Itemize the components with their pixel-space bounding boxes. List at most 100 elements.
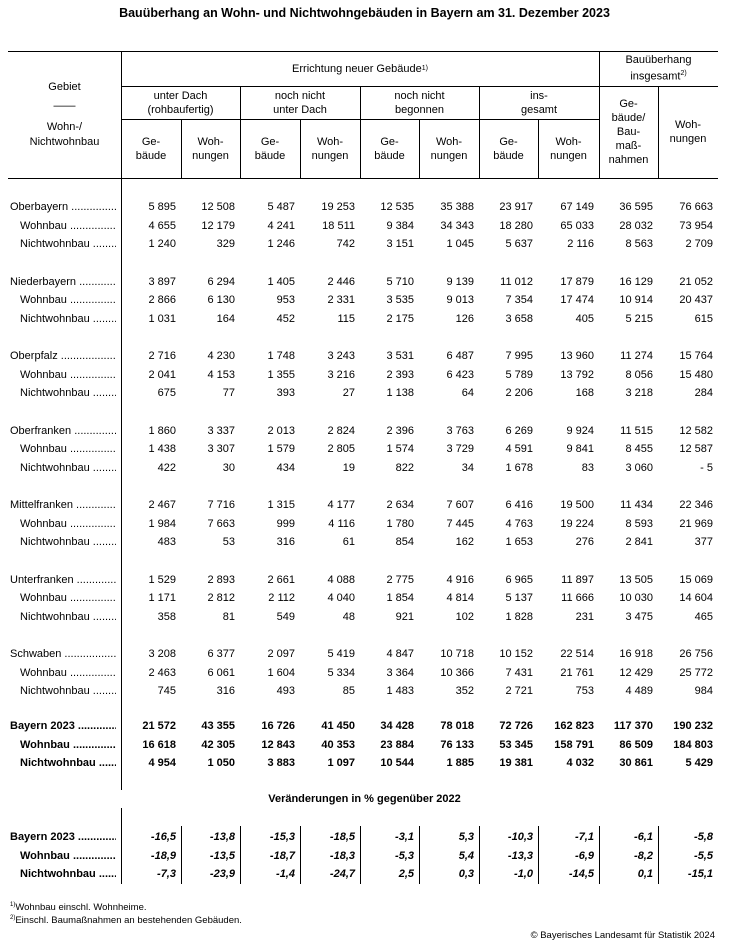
gebiet-label: Gebiet — [48, 80, 81, 93]
table-cell: 76 133 — [440, 738, 474, 751]
table-cell: 9 139 — [446, 275, 474, 288]
table-cell: 41 450 — [321, 720, 355, 732]
table-cell: -23,9 — [209, 868, 235, 880]
table-cell: 1 678 — [505, 461, 533, 474]
table-cell: 1 246 — [267, 238, 295, 250]
table-cell: 19 500 — [560, 499, 594, 511]
table-cell: 3 475 — [625, 610, 653, 623]
column-group-header: noch nicht begonnen — [360, 86, 479, 119]
table-cell: 76 663 — [679, 201, 713, 213]
subcategory-label: Wohnbau — [20, 590, 116, 606]
gebiet-dash: —— — [53, 99, 76, 112]
table-cell: 753 — [575, 685, 594, 697]
header-text: Woh- — [435, 135, 463, 148]
table-cell: 3 535 — [386, 294, 414, 306]
table-cell: 854 — [395, 536, 414, 548]
header-text: bäude/ — [611, 112, 646, 124]
table-cell: 6 416 — [505, 499, 533, 511]
header-divider — [181, 119, 182, 178]
table-cell: 284 — [694, 387, 713, 399]
table-cell: 434 — [276, 461, 295, 474]
table-cell: - 5 — [700, 461, 713, 474]
table-cell: 4 763 — [505, 517, 533, 530]
table-cell: -8,2 — [634, 849, 653, 862]
header-text: nungen — [311, 149, 349, 162]
table-cell: 16 918 — [619, 648, 653, 660]
footnote-text: Wohnbau einschl. Wohnheime. — [15, 902, 147, 914]
table-cell: 5 419 — [327, 648, 355, 660]
subcategory-label: Wohnbau — [20, 292, 116, 308]
table-cell: 1 885 — [446, 757, 474, 769]
table-cell: 1 579 — [267, 443, 295, 455]
table-cell: 21 052 — [679, 275, 713, 288]
table-cell: 11 274 — [620, 350, 653, 362]
table-cell: 6 423 — [446, 368, 474, 381]
table-cell: 352 — [455, 685, 474, 697]
header-text: nahmen — [608, 154, 649, 166]
table-cell: 11 515 — [620, 424, 653, 437]
table-cell: 7 354 — [505, 294, 533, 306]
table-cell: 6 377 — [207, 648, 235, 660]
ueberhang-label: insgesamt — [630, 70, 681, 83]
table-cell: 2 893 — [207, 573, 235, 586]
table-cell: 17 474 — [560, 294, 594, 306]
header-text: nungen — [669, 133, 707, 145]
wohnungen-column-header: Woh-nungen — [300, 119, 360, 178]
table-cell: 2 396 — [386, 424, 414, 437]
wohn-label: Wohn-/ — [46, 120, 83, 133]
table-cell: 3 729 — [446, 443, 474, 455]
table-cell: -16,5 — [150, 831, 176, 843]
header-text: nungen — [550, 149, 587, 162]
gebaeude-column-header: Ge-bäude — [121, 119, 181, 178]
table-cell: 65 033 — [560, 219, 594, 232]
header-text: unter Dach — [153, 89, 208, 102]
table-cell: 7 607 — [446, 499, 474, 511]
table-cell: 422 — [157, 461, 176, 474]
table-cell: 117 370 — [613, 720, 653, 732]
header-text: unter Dach — [273, 103, 327, 116]
footnote-2: 2)Einschl. Baumaßnahmen an bestehenden G… — [10, 915, 242, 926]
table-cell: 1 604 — [267, 666, 295, 679]
table-cell: 1 050 — [207, 757, 235, 769]
header-text: Woh- — [197, 135, 224, 148]
table-cell: 2 013 — [267, 424, 295, 437]
table-cell: 7 431 — [505, 666, 533, 679]
header-text: Woh- — [316, 135, 344, 148]
table-cell: 16 726 — [261, 720, 295, 732]
table-cell: 921 — [395, 610, 414, 623]
table-cell: 12 535 — [380, 201, 414, 213]
table-cell: 6 965 — [505, 573, 533, 586]
header-text: Ge- — [380, 135, 399, 148]
table-cell: 25 772 — [679, 666, 713, 679]
table-cell: 4 032 — [566, 757, 594, 769]
table-cell: 5 487 — [267, 201, 295, 213]
table-cell: 3 216 — [327, 368, 355, 381]
table-cell: 3 897 — [148, 275, 176, 288]
table-cell: 102 — [455, 610, 474, 623]
table-cell: 12 582 — [679, 424, 713, 437]
table-cell: 4 088 — [327, 573, 355, 586]
table-cell: 276 — [575, 536, 594, 548]
table-cell: 5,4 — [458, 849, 474, 862]
table-cell: 73 954 — [679, 219, 713, 232]
table-cell: 5 137 — [505, 592, 533, 604]
table-cell: 30 — [222, 461, 235, 474]
table-cell: 9 384 — [386, 219, 414, 232]
table-cell: 2 446 — [327, 275, 355, 288]
table-cell: 28 032 — [619, 219, 653, 232]
table-cell: 1 483 — [386, 685, 414, 697]
table-cell: 23 884 — [380, 738, 414, 751]
table-cell: 1 405 — [267, 275, 295, 288]
table-cell: 1 574 — [386, 443, 414, 455]
header-top-rule — [8, 51, 718, 52]
table-cell: 126 — [455, 312, 474, 325]
table-cell: 1 984 — [148, 517, 176, 530]
table-cell: 15 764 — [679, 350, 713, 362]
table-cell: 1 854 — [386, 592, 414, 604]
table-cell: -13,8 — [209, 831, 235, 843]
table-cell: 3 883 — [267, 757, 295, 769]
table-cell: 164 — [216, 312, 235, 325]
table-cell: -10,3 — [507, 831, 533, 843]
table-cell: 4 040 — [327, 592, 355, 604]
table-cell: 16 618 — [142, 738, 176, 751]
